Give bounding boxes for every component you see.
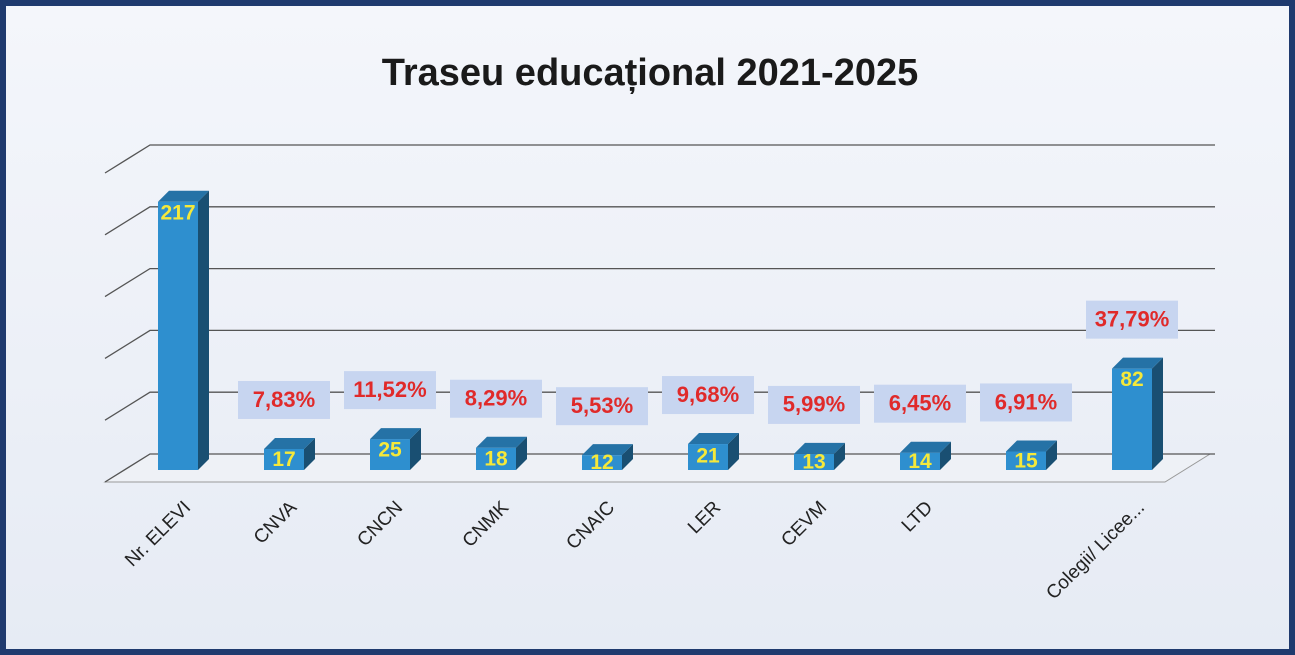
value-label: 21: [696, 445, 720, 468]
bar-side: [516, 436, 527, 470]
bar: [794, 453, 834, 470]
bar-top: [900, 441, 951, 453]
bar-top: [264, 437, 315, 449]
value-label: 15: [1014, 449, 1038, 472]
percent-label: 9,68%: [677, 382, 739, 407]
percent-label: 5,53%: [571, 393, 633, 418]
bar-top: [1006, 440, 1057, 452]
bar-top: [476, 436, 527, 448]
percent-box: [450, 379, 542, 418]
value-label: 17: [272, 448, 295, 471]
bar-side: [622, 444, 633, 470]
value-label: 217: [160, 201, 195, 224]
percent-box: [344, 371, 436, 410]
bar-top: [688, 433, 739, 445]
bar: [688, 444, 728, 470]
percent-label: 8,29%: [465, 386, 527, 411]
bar-side: [940, 441, 951, 470]
bar-top: [158, 190, 209, 202]
bar: [370, 439, 410, 470]
percent-label: 5,99%: [783, 392, 845, 417]
bar-top: [370, 428, 421, 440]
percent-box: [874, 384, 966, 423]
bar-top: [582, 444, 633, 456]
chart-title: Traseu educațional 2021-2025: [382, 52, 919, 94]
percent-box: [768, 385, 860, 424]
bar-side: [728, 433, 739, 470]
bar-side: [1152, 357, 1163, 470]
value-label: 82: [1120, 368, 1143, 391]
percent-label: 11,52%: [353, 377, 426, 402]
percent-label: 6,45%: [889, 391, 951, 416]
percent-box: [238, 380, 330, 419]
percent-box: [662, 376, 754, 415]
bar-top: [1112, 357, 1163, 369]
grid-line: [104, 206, 1215, 236]
bar: [1006, 451, 1046, 470]
bar: [476, 447, 516, 470]
bar: [1112, 368, 1152, 470]
percent-box: [556, 387, 648, 426]
percent-box: [980, 383, 1072, 422]
grid-line: [104, 329, 1215, 359]
bar-side: [1046, 440, 1057, 470]
value-label: 12: [590, 451, 613, 474]
bar-top: [794, 442, 845, 454]
percent-label: 7,83%: [253, 387, 315, 412]
grid-line: [104, 144, 1215, 174]
value-label: 13: [802, 451, 825, 474]
percent-label: 6,91%: [995, 389, 1057, 414]
bar-side: [304, 437, 315, 470]
value-label: 25: [378, 439, 402, 462]
bar: [900, 452, 940, 470]
grid-line: [104, 453, 1215, 483]
grid-line: [104, 267, 1215, 298]
bar-side: [410, 428, 421, 470]
percent-box: [1086, 300, 1178, 339]
bar-side: [834, 442, 845, 470]
bar: [582, 455, 622, 470]
bar: [264, 448, 304, 470]
percent-label: 37,79%: [1095, 306, 1170, 331]
bar-side: [198, 190, 209, 470]
value-label: 18: [484, 447, 508, 470]
bar: [158, 201, 198, 470]
value-label: 14: [908, 450, 932, 473]
